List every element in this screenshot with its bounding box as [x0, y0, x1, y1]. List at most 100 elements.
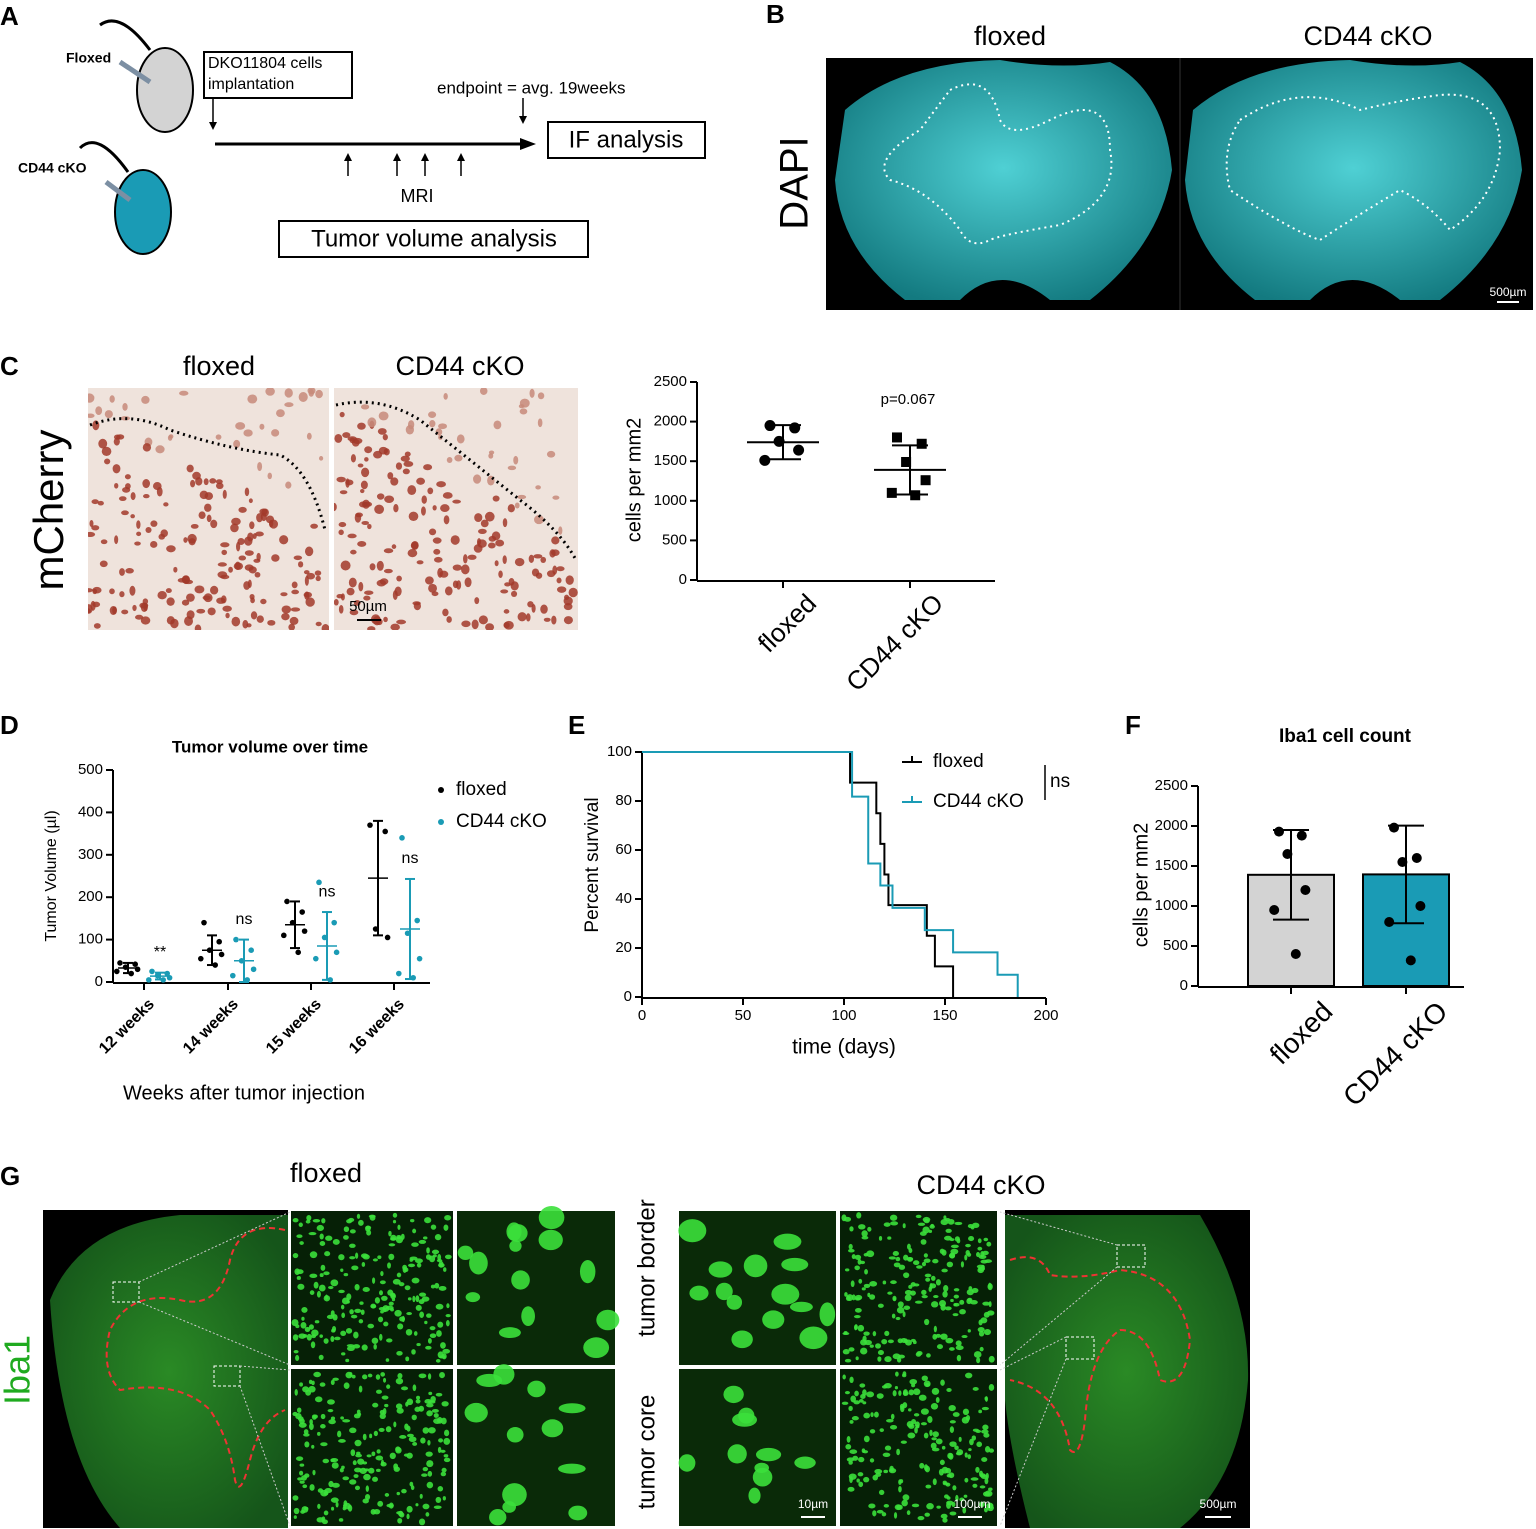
microglia	[678, 1219, 707, 1243]
microglia	[343, 1382, 350, 1389]
microglia	[755, 1447, 782, 1462]
microglia	[292, 1217, 299, 1223]
microglia	[949, 1347, 955, 1351]
microglia	[438, 1262, 445, 1268]
microglia	[342, 1476, 350, 1481]
microglia	[854, 1390, 859, 1397]
microglia	[397, 1224, 401, 1230]
cell	[556, 566, 565, 572]
cell	[349, 437, 356, 444]
tumor-border	[89, 417, 327, 531]
microglia	[908, 1408, 912, 1412]
scale-label: 50µm	[349, 598, 387, 615]
tumor-outline	[883, 83, 1113, 245]
legend-marker	[438, 787, 444, 793]
cell	[206, 514, 212, 523]
cell	[136, 531, 142, 537]
microglia	[967, 1329, 971, 1333]
arrow-head	[209, 122, 217, 130]
microglia	[984, 1445, 991, 1453]
microglia	[858, 1278, 863, 1284]
cell	[565, 575, 574, 585]
microglia	[296, 1407, 302, 1413]
panel-label: A	[0, 1, 19, 31]
microglia	[920, 1239, 927, 1245]
microglia	[386, 1384, 391, 1389]
y-tick-label: 2000	[1155, 817, 1188, 834]
cell	[396, 575, 402, 582]
microglia	[877, 1356, 882, 1362]
microglia	[399, 1316, 405, 1322]
cell	[163, 502, 169, 507]
cell	[373, 450, 383, 459]
microglia	[422, 1236, 428, 1240]
zoom-lines	[999, 1211, 1118, 1527]
microglia	[979, 1346, 984, 1352]
box-text: IF analysis	[569, 126, 684, 153]
cell	[474, 513, 483, 523]
cell	[421, 506, 426, 516]
microglia	[399, 1435, 407, 1439]
microglia	[856, 1478, 860, 1483]
microglia	[908, 1423, 915, 1429]
microglia	[426, 1481, 434, 1489]
point	[301, 928, 308, 934]
cell	[480, 519, 489, 528]
microglia	[361, 1344, 368, 1351]
x-tick-label: 0	[638, 1007, 646, 1024]
microglia	[890, 1280, 897, 1285]
microglia	[415, 1503, 419, 1507]
cell	[345, 479, 354, 486]
microglia	[848, 1405, 853, 1412]
point	[216, 938, 222, 945]
microglia	[309, 1251, 318, 1259]
panel-label: B	[766, 0, 785, 29]
cell	[269, 519, 279, 529]
microglia	[908, 1389, 915, 1396]
microglia	[781, 1257, 809, 1272]
cell	[452, 499, 461, 504]
microglia	[913, 1260, 920, 1266]
microglia	[305, 1389, 312, 1396]
microglia	[869, 1294, 876, 1300]
microglia	[323, 1510, 329, 1516]
cell	[450, 535, 460, 545]
panel-c-images: floxed CD44 cKO mCherry 50µm	[25, 351, 578, 630]
microglia	[738, 1407, 755, 1424]
microglia	[876, 1393, 884, 1399]
microglia	[762, 1310, 785, 1329]
microglia	[406, 1452, 413, 1459]
microglia	[949, 1441, 957, 1447]
cell	[507, 504, 515, 513]
microglia	[940, 1333, 948, 1340]
microglia	[337, 1430, 342, 1438]
microglia	[370, 1303, 377, 1309]
microglia	[324, 1251, 331, 1257]
zoom-lines	[138, 1211, 291, 1527]
microglia	[397, 1323, 404, 1330]
cell	[428, 583, 437, 593]
microglia	[299, 1463, 305, 1467]
y-tick-label: 300	[78, 846, 103, 863]
point	[198, 955, 204, 962]
microglia	[295, 1413, 302, 1420]
microglia	[363, 1473, 371, 1481]
microglia	[860, 1394, 866, 1399]
microglia	[723, 1385, 744, 1404]
cell	[361, 467, 370, 478]
microglia	[346, 1299, 350, 1304]
microglia	[422, 1503, 430, 1510]
microglia	[416, 1395, 421, 1400]
point	[248, 947, 254, 953]
microglia	[316, 1224, 325, 1232]
microglia	[316, 1517, 325, 1523]
cell	[395, 462, 403, 470]
microglia	[433, 1418, 442, 1424]
point	[382, 828, 389, 835]
endpoint-text: endpoint = avg. 19weeks	[437, 78, 626, 97]
cell	[291, 589, 300, 595]
cell	[494, 560, 499, 567]
cell	[303, 570, 310, 575]
microglia	[354, 1467, 362, 1473]
cell	[387, 472, 394, 480]
